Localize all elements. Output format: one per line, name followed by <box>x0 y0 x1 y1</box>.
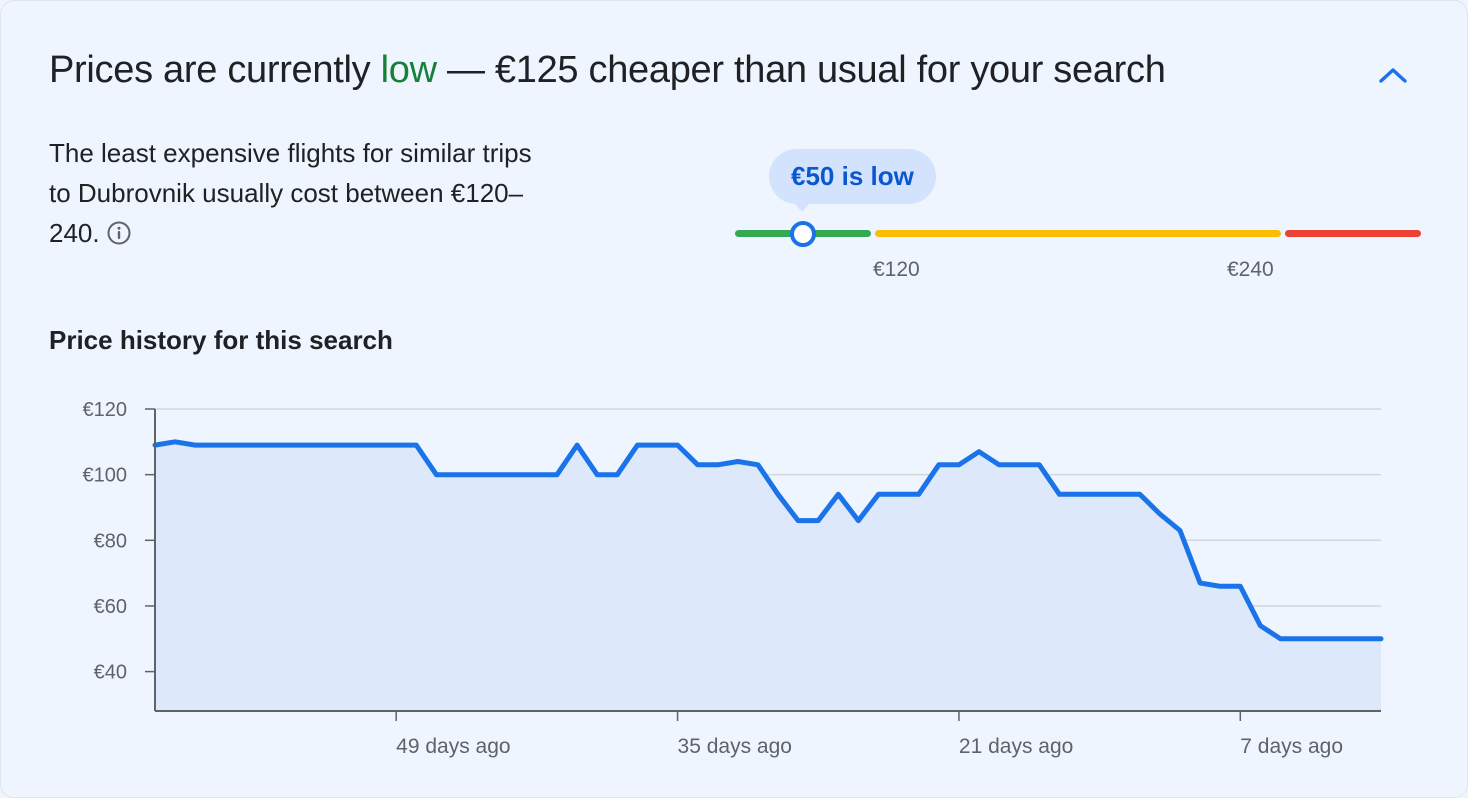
x-tick-label: 21 days ago <box>959 735 1073 758</box>
price-history-chart: €120 €100 €80 €60 €40 49 days ago 35 days ago 2… <box>83 399 1384 758</box>
headline-prefix: Prices are currently <box>49 49 381 91</box>
x-tick-label: 35 days ago <box>678 735 792 758</box>
high-price-segment <box>1285 230 1421 237</box>
chevron-up-icon <box>1379 68 1407 83</box>
info-icon[interactable] <box>106 217 132 257</box>
headline-suffix: — €125 cheaper than usual for your searc… <box>436 49 1166 91</box>
collapse-button[interactable] <box>1371 53 1415 97</box>
y-tick-label: €40 <box>94 662 127 684</box>
description-text: The least expensive flights for similar … <box>49 138 532 248</box>
current-price-marker <box>790 221 816 247</box>
price-range-description: The least expensive flights for similar … <box>49 133 549 257</box>
range-low-label: €120 <box>873 258 920 281</box>
price-status-headline: Prices are currently low — €125 cheaper … <box>49 49 1166 92</box>
y-tick-label: €80 <box>94 530 127 552</box>
x-tick-label: 49 days ago <box>396 735 510 758</box>
current-price-bubble: €50 is low <box>769 149 936 204</box>
y-tick-label: €100 <box>83 465 128 487</box>
bubble-pointer <box>794 203 810 212</box>
y-tick-label: €120 <box>83 399 128 421</box>
range-high-label: €240 <box>1227 258 1274 281</box>
y-tick-label: €60 <box>94 596 127 618</box>
price-range-indicator: €50 is low €120 €240 <box>735 141 1425 291</box>
price-history-title: Price history for this search <box>49 325 393 355</box>
price-status-level: low <box>380 49 437 91</box>
typical-price-segment <box>875 230 1281 237</box>
price-history-line <box>152 439 1384 642</box>
price-history-area <box>155 441 1381 711</box>
x-tick-label: 7 days ago <box>1240 735 1343 758</box>
